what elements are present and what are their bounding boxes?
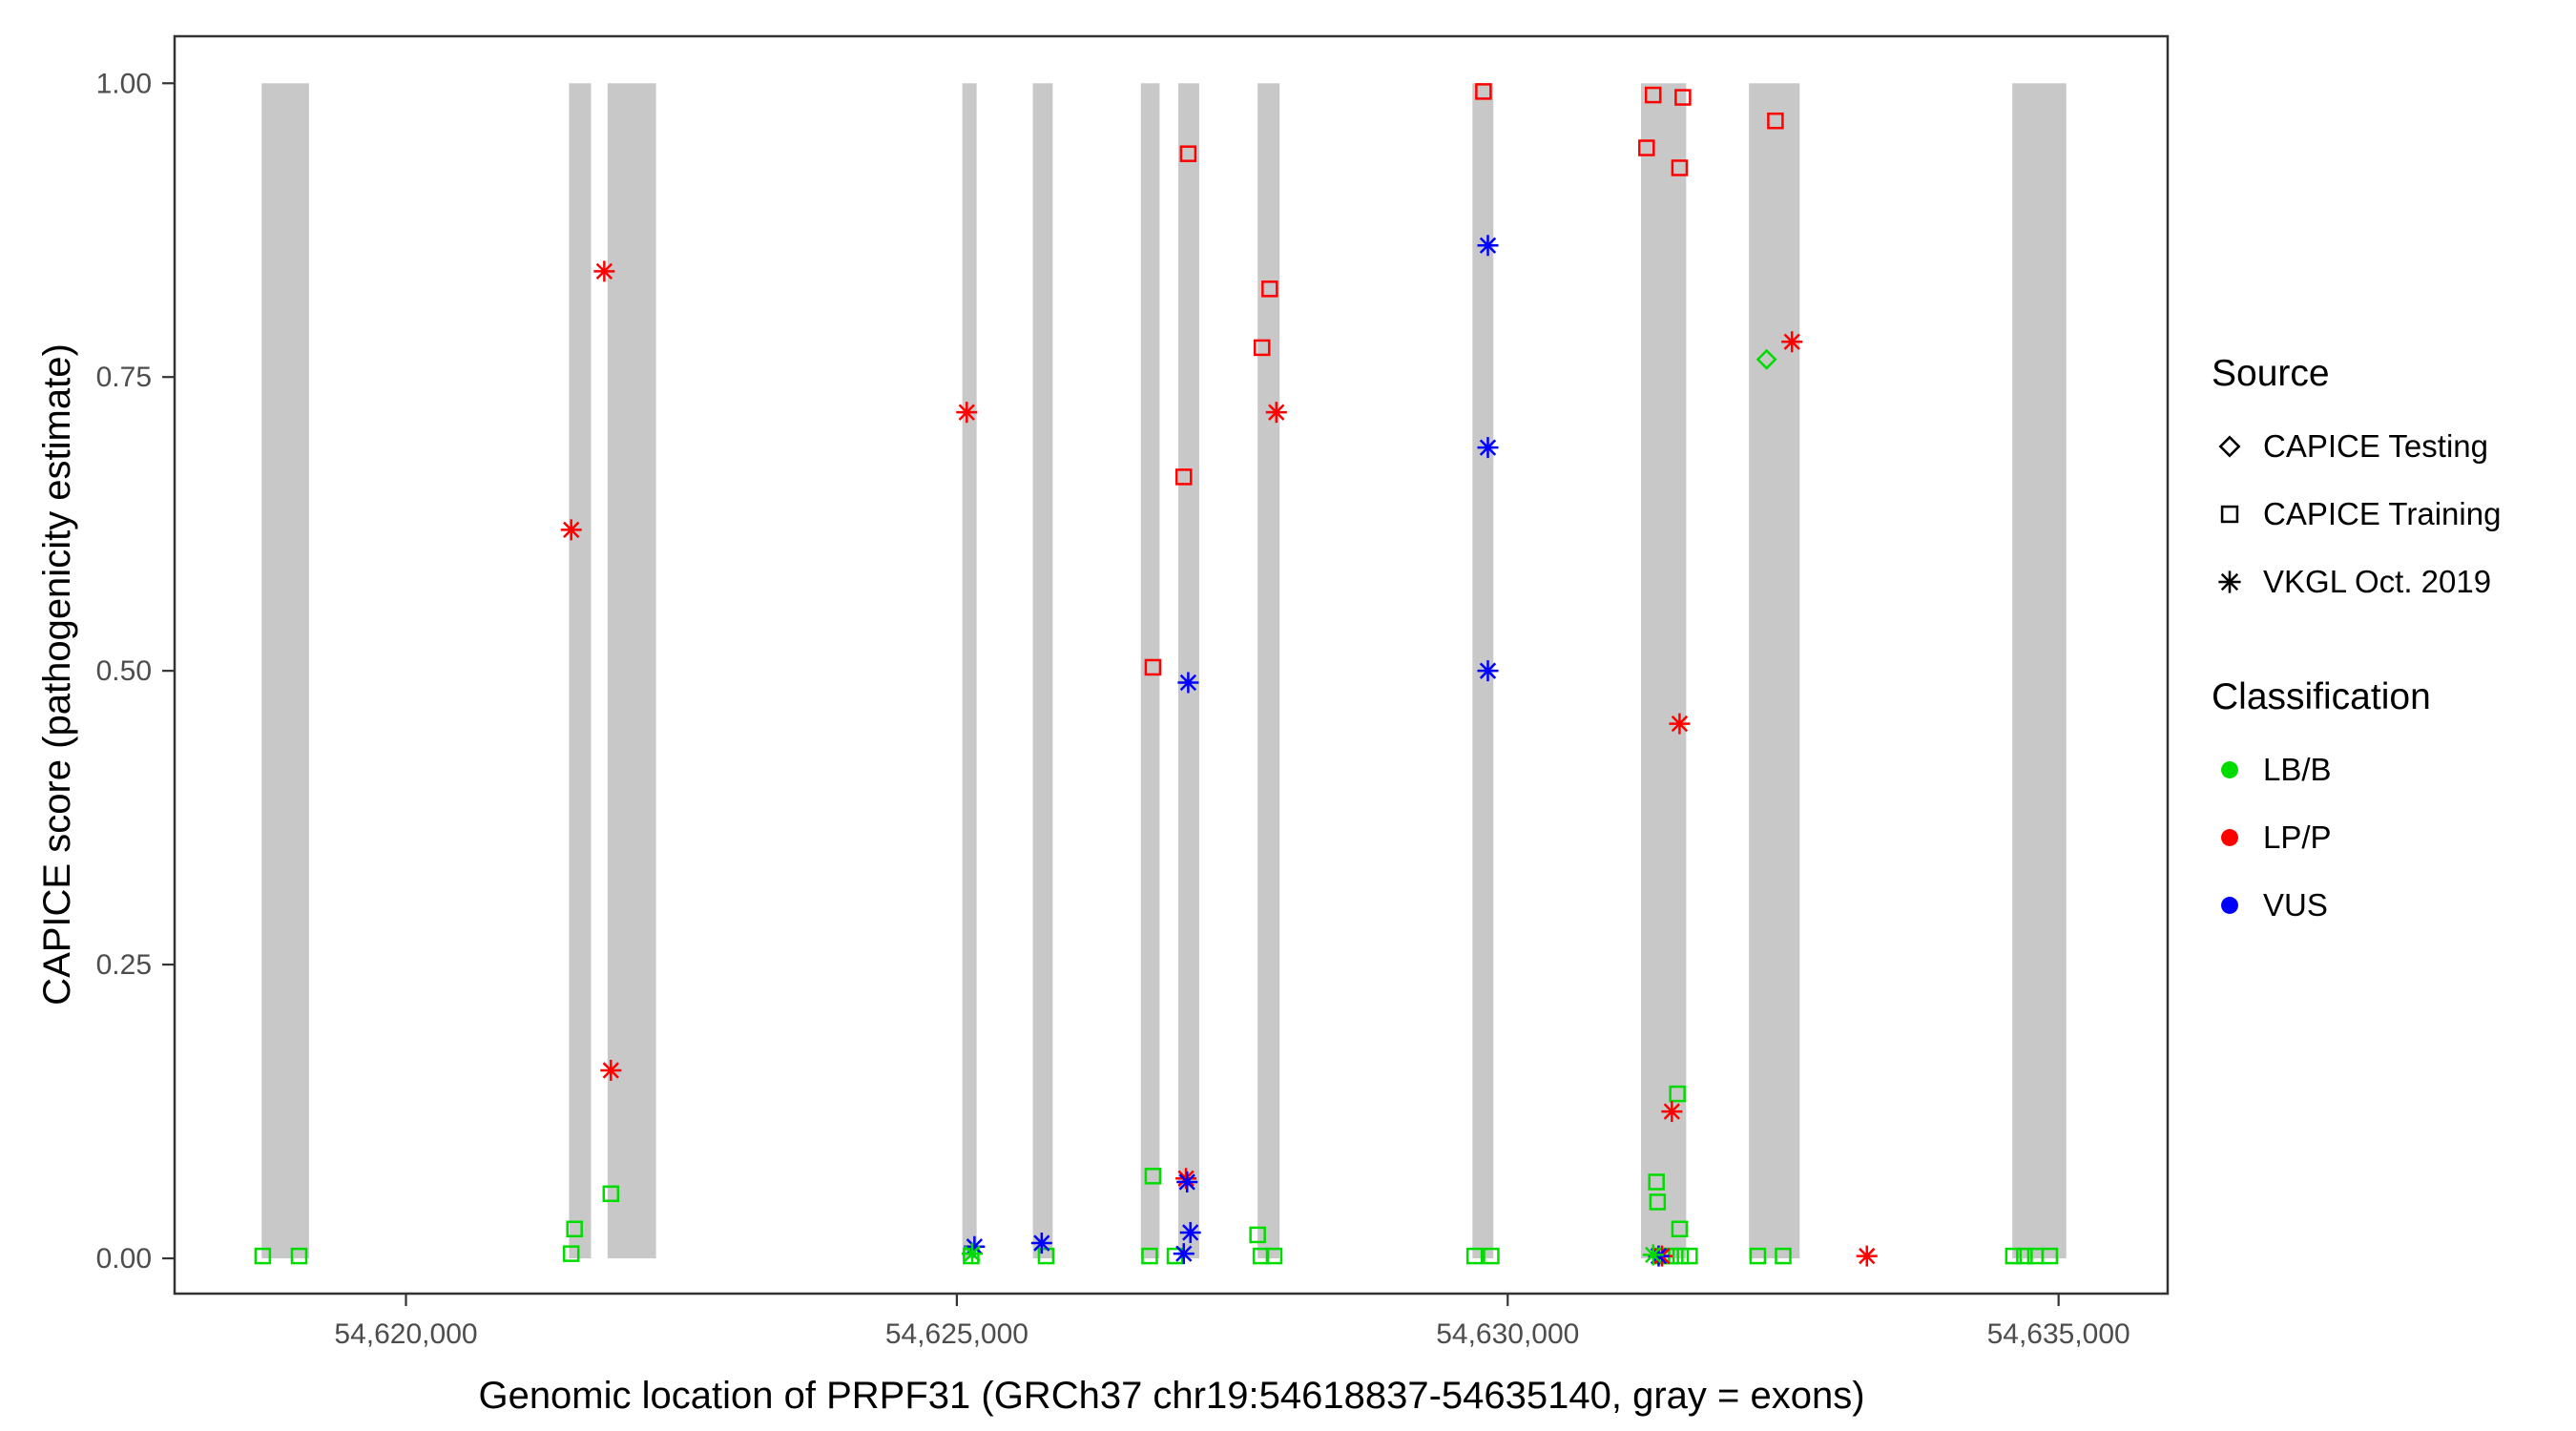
asterisk-icon <box>2218 570 2241 593</box>
exon-bar <box>962 83 977 1259</box>
x-axis-title: Genomic location of PRPF31 (GRCh37 chr19… <box>478 1375 1865 1417</box>
red-dot-icon <box>2221 828 2238 846</box>
data-point-square <box>1648 1173 1665 1191</box>
data-point-square <box>1649 1193 1667 1211</box>
data-point-square <box>1681 1247 1698 1265</box>
data-point-asterisk <box>593 260 615 282</box>
legend-classification-title: Classification <box>2212 676 2431 717</box>
data-point-square <box>1141 1247 1158 1265</box>
data-point-asterisk <box>1179 1221 1201 1243</box>
x-tick-label: 54,620,000 <box>334 1318 477 1350</box>
data-point-square <box>1144 658 1162 676</box>
data-point-square <box>1261 280 1278 298</box>
data-point-square <box>1638 139 1655 156</box>
legend-item-label: CAPICE Testing <box>2263 427 2488 464</box>
data-point-square <box>1671 159 1689 176</box>
data-point-asterisk <box>1477 660 1499 682</box>
data-point-square <box>2041 1247 2059 1265</box>
data-point-square <box>1644 86 1662 104</box>
data-point-asterisk <box>956 402 978 424</box>
exon-bar <box>261 83 309 1259</box>
exon-bar <box>2012 83 2067 1259</box>
data-point-square <box>1672 1247 1690 1265</box>
x-tick-label: 54,625,000 <box>885 1318 1028 1350</box>
data-point-asterisk <box>1265 402 1287 424</box>
data-point-diamond <box>1755 348 1777 370</box>
green-dot-icon <box>2221 760 2238 778</box>
exon-bar <box>1257 83 1280 1259</box>
data-point-asterisk <box>600 1059 622 1081</box>
data-point-asterisk <box>1176 1171 1198 1192</box>
data-point-asterisk <box>1669 713 1691 735</box>
data-point-square <box>2005 1247 2023 1265</box>
data-point-square <box>254 1247 272 1265</box>
data-point-square <box>1249 1226 1266 1244</box>
data-point-square <box>1465 1247 1484 1265</box>
y-tick-label: 0.25 <box>96 949 152 981</box>
legend-item-capice-testing: CAPICE Testing <box>2212 412 2576 480</box>
legend-item-label: LP/P <box>2263 819 2332 855</box>
legend-item-label: CAPICE Training <box>2263 495 2502 531</box>
x-tick-label: 54,635,000 <box>1987 1318 2130 1350</box>
data-point-square <box>1749 1247 1767 1265</box>
y-tick-label: 0.00 <box>96 1243 152 1275</box>
data-point-asterisk <box>1177 672 1199 694</box>
data-point-square <box>1671 1220 1689 1238</box>
data-point-square <box>562 1245 580 1262</box>
data-point-square <box>602 1185 620 1203</box>
legend-source-title: Source <box>2212 353 2330 394</box>
data-point-asterisk <box>1781 331 1803 353</box>
y-axis-title: CAPICE score (pathogenicity estimate) <box>36 343 78 1006</box>
legend-item-label: LB/B <box>2263 751 2332 787</box>
blue-dot-icon <box>2221 896 2238 914</box>
data-point-asterisk <box>1477 235 1499 257</box>
data-point-square <box>1669 1085 1686 1103</box>
data-point-square <box>1175 468 1193 486</box>
data-point-asterisk <box>1030 1233 1052 1255</box>
legend-item-label: VKGL Oct. 2019 <box>2263 563 2492 599</box>
exon-bar <box>569 83 592 1259</box>
y-tick-label: 1.00 <box>96 68 152 99</box>
data-point-square <box>1144 1168 1162 1185</box>
diamond-icon <box>2218 435 2241 457</box>
exon-bar <box>1641 83 1687 1259</box>
legend: Source CAPICE Testing CAPICE Training <box>2212 351 2576 939</box>
x-tick-label: 54,630,000 <box>1436 1318 1579 1350</box>
data-point-asterisk <box>1856 1245 1878 1267</box>
data-point-square <box>1767 112 1784 130</box>
exon-bar <box>1749 83 1800 1259</box>
legend-item-vkgl: VKGL Oct. 2019 <box>2212 548 2576 615</box>
data-point-square <box>2016 1247 2033 1265</box>
y-tick-label: 0.50 <box>96 655 152 687</box>
legend-item-label: VUS <box>2263 886 2328 923</box>
data-point-square <box>566 1220 583 1238</box>
exon-bar <box>1178 83 1199 1259</box>
data-point-square <box>1254 339 1271 357</box>
plot-panel-border <box>173 34 2170 1296</box>
legend-item-lbb: LB/B <box>2212 736 2576 803</box>
exon-bar <box>1140 83 1160 1259</box>
data-point-asterisk <box>1642 1244 1664 1266</box>
data-point-asterisk <box>1661 1101 1683 1123</box>
data-point-asterisk <box>560 519 582 541</box>
data-point-asterisk <box>962 1243 984 1265</box>
legend-item-lpp: LP/P <box>2212 803 2576 871</box>
y-tick-label: 0.75 <box>96 362 152 393</box>
data-point-square <box>290 1247 308 1265</box>
data-point-square <box>1674 89 1692 106</box>
data-point-asterisk <box>1173 1243 1195 1265</box>
exon-bar <box>607 83 656 1259</box>
legend-item-capice-training: CAPICE Training <box>2212 480 2576 548</box>
exon-bar <box>1032 83 1053 1259</box>
square-icon <box>2220 505 2239 523</box>
data-point-square <box>1775 1247 1792 1265</box>
data-point-square <box>1265 1247 1283 1265</box>
legend-item-vus: VUS <box>2212 871 2576 939</box>
data-point-square <box>1483 1247 1500 1265</box>
data-point-asterisk <box>1477 437 1499 459</box>
data-point-square <box>1475 83 1492 100</box>
data-point-square <box>1179 145 1197 162</box>
